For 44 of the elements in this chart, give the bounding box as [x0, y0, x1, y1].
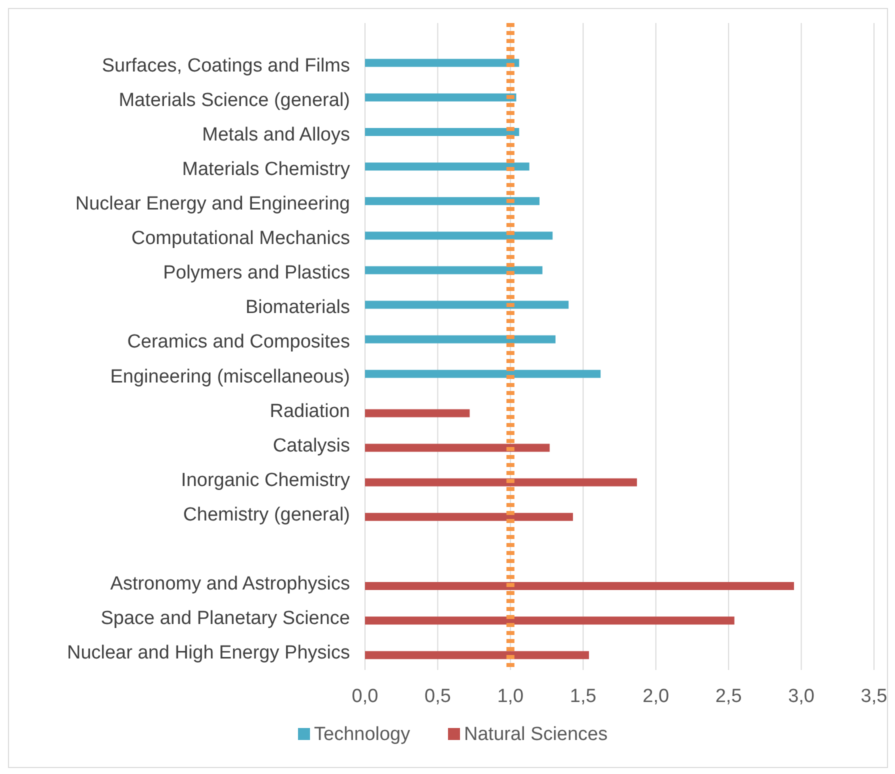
bar: [365, 197, 540, 206]
y-tick-label: Catalysis: [272, 435, 350, 456]
x-tick-label: 0,5: [424, 686, 451, 707]
bar: [365, 58, 520, 67]
y-tick-label: Materials Science (general): [118, 90, 350, 111]
y-tick-label: Nuclear Energy and Engineering: [75, 194, 350, 214]
bar: [365, 512, 573, 521]
x-tick-label: 3,5: [860, 686, 888, 707]
y-tick-label: Radiation: [270, 400, 350, 422]
y-tick-label: Biomaterials: [245, 297, 350, 318]
y-tick-label: Astronomy and Astrophysics: [110, 574, 350, 595]
y-tick-label: Materials Chemistry: [182, 158, 350, 180]
x-tick-label: 1,5: [570, 686, 596, 707]
y-tick-label: Chemistry (general): [183, 504, 350, 526]
y-tick-label: Polymers and Plastics: [163, 262, 350, 284]
bar: [365, 232, 553, 240]
bar: [365, 300, 569, 309]
y-tick-label: Ceramics and Composites: [127, 332, 350, 353]
bar: [365, 582, 794, 590]
bar: [365, 444, 550, 452]
bar: [365, 162, 530, 171]
y-tick-label: Metals and Alloys: [202, 124, 350, 146]
x-tick-label: 2,5: [715, 686, 742, 707]
x-tick-label: 3,0: [788, 686, 814, 707]
y-tick-label: Space and Planetary Science: [100, 608, 350, 630]
bar: [365, 93, 516, 102]
bar: [365, 409, 470, 418]
x-tick-label: 1,0: [497, 686, 524, 707]
y-tick-label: Nuclear and High Energy Physics: [66, 642, 350, 664]
bar: [365, 335, 556, 344]
bar: [365, 478, 637, 486]
legend-label: Technology: [314, 724, 411, 745]
y-tick-label: Surfaces, Coatings and Films: [102, 55, 350, 76]
bar: [365, 370, 601, 378]
bar: [365, 651, 589, 660]
bar: [365, 616, 734, 625]
y-tick-label: Computational Mechanics: [131, 228, 350, 250]
x-tick-label: 0,0: [352, 686, 378, 707]
legend-label: Natural Sciences: [464, 724, 608, 745]
x-tick-label: 2,0: [642, 686, 670, 707]
y-tick-label: Engineering (miscellaneous): [110, 366, 350, 388]
bar: [365, 128, 520, 136]
bar: [365, 266, 542, 274]
y-tick-label: Inorganic Chemistry: [181, 470, 350, 491]
